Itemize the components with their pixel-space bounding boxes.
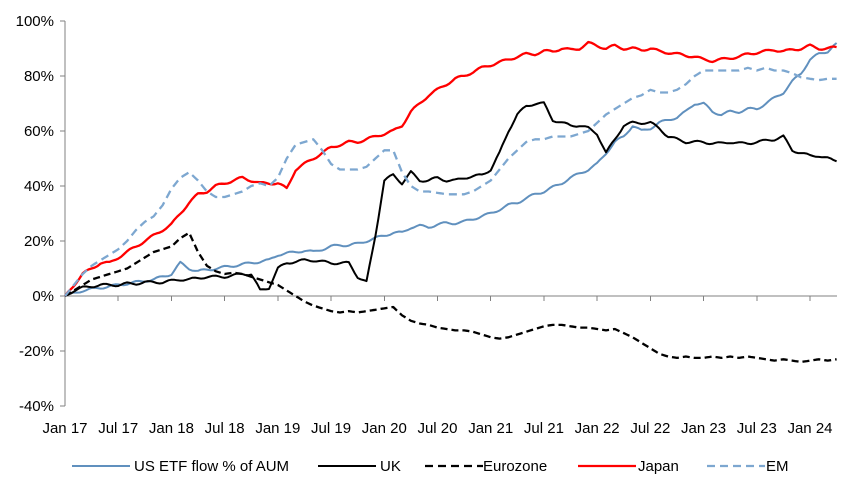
legend-label: Eurozone xyxy=(483,458,547,475)
x-axis-tick-label: Jan 23 xyxy=(681,420,726,437)
x-axis-tick-label: Jan 17 xyxy=(42,420,87,437)
legend-label: EM xyxy=(766,458,789,475)
x-axis-tick-label: Jul 22 xyxy=(630,420,670,437)
y-axis-tick-label: 20% xyxy=(24,233,54,250)
y-axis-tick-label: -20% xyxy=(19,343,54,360)
x-axis-tick-label: Jul 21 xyxy=(524,420,564,437)
x-axis-tick-label: Jul 23 xyxy=(737,420,777,437)
series-line-us-etf-flow-of-aum xyxy=(64,42,838,297)
series-line-japan xyxy=(64,40,837,297)
y-axis-tick-label: 60% xyxy=(24,123,54,140)
series-line-em xyxy=(64,66,837,297)
x-axis-tick-label: Jan 19 xyxy=(255,420,300,437)
y-axis-tick-label: 0% xyxy=(32,288,54,305)
legend-label: US ETF flow % of AUM xyxy=(134,458,289,475)
x-axis-tick-label: Jan 24 xyxy=(787,420,832,437)
x-axis-tick-label: Jan 20 xyxy=(362,420,407,437)
x-axis-tick-label: Jul 20 xyxy=(417,420,457,437)
legend-label: Japan xyxy=(638,458,679,475)
series-line-uk xyxy=(64,101,837,297)
x-axis-tick-label: Jul 19 xyxy=(311,420,351,437)
y-axis-tick-label: 100% xyxy=(16,13,54,30)
x-axis-tick-label: Jan 21 xyxy=(468,420,513,437)
x-axis-tick-label: Jul 17 xyxy=(98,420,138,437)
y-axis-tick-label: 40% xyxy=(24,178,54,195)
x-axis-tick-label: Jan 18 xyxy=(149,420,194,437)
x-axis-tick-label: Jul 18 xyxy=(205,420,245,437)
y-axis-tick-label: -40% xyxy=(19,398,54,415)
x-axis-tick-label: Jan 22 xyxy=(575,420,620,437)
y-axis-tick-label: 80% xyxy=(24,68,54,85)
series-line-eurozone xyxy=(64,231,837,364)
legend-label: UK xyxy=(380,458,401,475)
